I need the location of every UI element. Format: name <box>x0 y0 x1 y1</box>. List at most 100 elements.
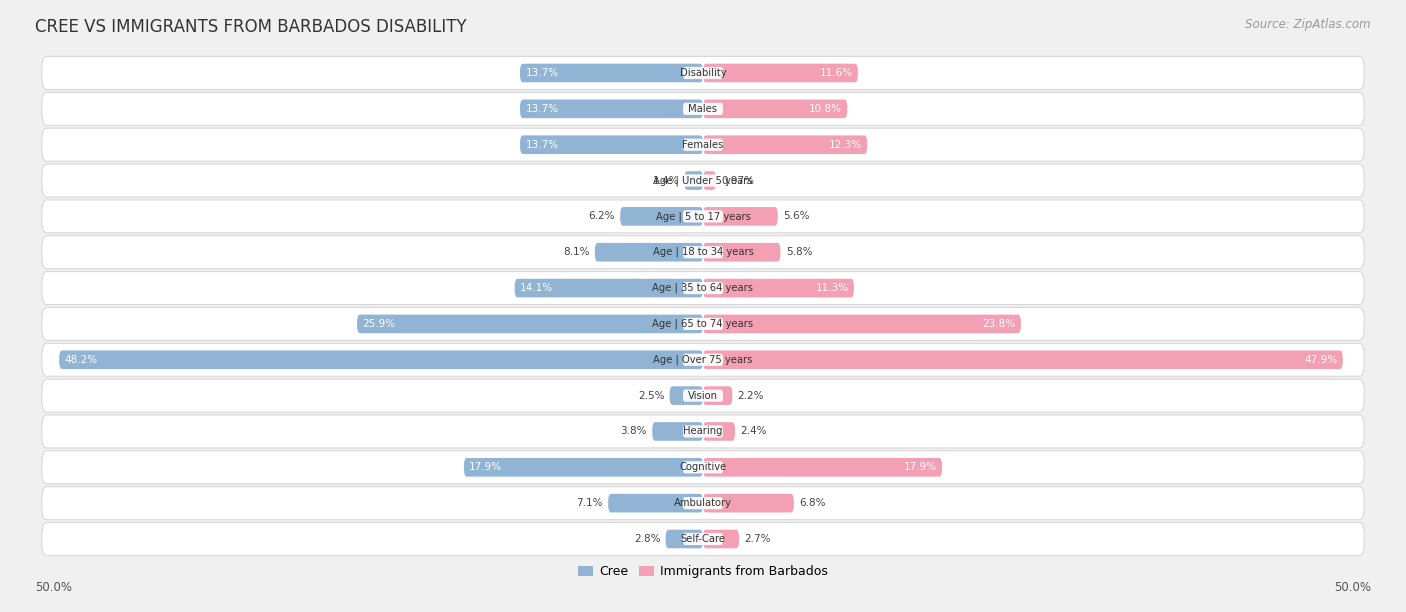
FancyBboxPatch shape <box>703 386 733 405</box>
FancyBboxPatch shape <box>703 458 942 477</box>
Text: 3.8%: 3.8% <box>620 427 647 436</box>
Text: 5.6%: 5.6% <box>783 211 810 222</box>
FancyBboxPatch shape <box>703 243 780 261</box>
Text: Age | 18 to 34 years: Age | 18 to 34 years <box>652 247 754 258</box>
FancyBboxPatch shape <box>683 497 723 509</box>
FancyBboxPatch shape <box>703 422 735 441</box>
FancyBboxPatch shape <box>703 351 1343 369</box>
Text: Self-Care: Self-Care <box>681 534 725 544</box>
Text: Disability: Disability <box>679 68 727 78</box>
Text: Age | Under 5 years: Age | Under 5 years <box>654 175 752 186</box>
FancyBboxPatch shape <box>683 246 723 258</box>
Legend: Cree, Immigrants from Barbados: Cree, Immigrants from Barbados <box>578 565 828 578</box>
Text: Ambulatory: Ambulatory <box>673 498 733 508</box>
FancyBboxPatch shape <box>665 529 703 548</box>
Text: Age | 65 to 74 years: Age | 65 to 74 years <box>652 319 754 329</box>
Text: 10.8%: 10.8% <box>808 104 842 114</box>
Text: 2.5%: 2.5% <box>638 390 664 401</box>
FancyBboxPatch shape <box>683 354 723 366</box>
FancyBboxPatch shape <box>42 56 1364 89</box>
FancyBboxPatch shape <box>520 64 703 83</box>
Text: 0.97%: 0.97% <box>721 176 754 185</box>
FancyBboxPatch shape <box>520 100 703 118</box>
Text: 2.2%: 2.2% <box>738 390 765 401</box>
FancyBboxPatch shape <box>357 315 703 334</box>
FancyBboxPatch shape <box>42 487 1364 520</box>
FancyBboxPatch shape <box>515 278 703 297</box>
FancyBboxPatch shape <box>685 171 703 190</box>
FancyBboxPatch shape <box>703 278 853 297</box>
FancyBboxPatch shape <box>42 343 1364 376</box>
FancyBboxPatch shape <box>595 243 703 261</box>
FancyBboxPatch shape <box>42 379 1364 412</box>
Text: Hearing: Hearing <box>683 427 723 436</box>
FancyBboxPatch shape <box>42 272 1364 305</box>
Text: 8.1%: 8.1% <box>562 247 589 257</box>
FancyBboxPatch shape <box>42 415 1364 448</box>
Text: 5.8%: 5.8% <box>786 247 813 257</box>
Text: CREE VS IMMIGRANTS FROM BARBADOS DISABILITY: CREE VS IMMIGRANTS FROM BARBADOS DISABIL… <box>35 18 467 36</box>
Text: 14.1%: 14.1% <box>520 283 553 293</box>
Text: 13.7%: 13.7% <box>526 68 558 78</box>
FancyBboxPatch shape <box>703 529 740 548</box>
FancyBboxPatch shape <box>42 523 1364 556</box>
Text: Source: ZipAtlas.com: Source: ZipAtlas.com <box>1246 18 1371 31</box>
FancyBboxPatch shape <box>683 282 723 294</box>
FancyBboxPatch shape <box>42 200 1364 233</box>
FancyBboxPatch shape <box>683 174 723 187</box>
Text: 11.3%: 11.3% <box>815 283 849 293</box>
Text: 17.9%: 17.9% <box>904 462 936 472</box>
Text: 50.0%: 50.0% <box>35 581 72 594</box>
FancyBboxPatch shape <box>683 138 723 151</box>
FancyBboxPatch shape <box>42 236 1364 269</box>
Text: 25.9%: 25.9% <box>363 319 395 329</box>
FancyBboxPatch shape <box>464 458 703 477</box>
Text: 2.8%: 2.8% <box>634 534 661 544</box>
FancyBboxPatch shape <box>652 422 703 441</box>
FancyBboxPatch shape <box>609 494 703 512</box>
Text: 12.3%: 12.3% <box>828 140 862 150</box>
FancyBboxPatch shape <box>683 67 723 79</box>
FancyBboxPatch shape <box>703 494 794 512</box>
Text: 13.7%: 13.7% <box>526 140 558 150</box>
Text: Age | 35 to 64 years: Age | 35 to 64 years <box>652 283 754 293</box>
Text: 17.9%: 17.9% <box>470 462 502 472</box>
FancyBboxPatch shape <box>703 135 868 154</box>
FancyBboxPatch shape <box>59 351 703 369</box>
FancyBboxPatch shape <box>42 451 1364 484</box>
Text: Males: Males <box>689 104 717 114</box>
Text: 2.4%: 2.4% <box>741 427 766 436</box>
Text: Cognitive: Cognitive <box>679 462 727 472</box>
FancyBboxPatch shape <box>703 171 716 190</box>
FancyBboxPatch shape <box>703 315 1021 334</box>
FancyBboxPatch shape <box>669 386 703 405</box>
FancyBboxPatch shape <box>683 533 723 545</box>
Text: Age | Over 75 years: Age | Over 75 years <box>654 354 752 365</box>
Text: Vision: Vision <box>688 390 718 401</box>
Text: Age | 5 to 17 years: Age | 5 to 17 years <box>655 211 751 222</box>
Text: 6.2%: 6.2% <box>588 211 614 222</box>
FancyBboxPatch shape <box>42 92 1364 125</box>
Text: 2.7%: 2.7% <box>744 534 770 544</box>
Text: 1.4%: 1.4% <box>652 176 679 185</box>
Text: 50.0%: 50.0% <box>1334 581 1371 594</box>
FancyBboxPatch shape <box>42 164 1364 197</box>
Text: 13.7%: 13.7% <box>526 104 558 114</box>
Text: Females: Females <box>682 140 724 150</box>
Text: 48.2%: 48.2% <box>65 355 97 365</box>
FancyBboxPatch shape <box>620 207 703 226</box>
Text: 11.6%: 11.6% <box>820 68 852 78</box>
FancyBboxPatch shape <box>703 100 848 118</box>
FancyBboxPatch shape <box>683 389 723 401</box>
FancyBboxPatch shape <box>683 103 723 115</box>
FancyBboxPatch shape <box>683 211 723 223</box>
FancyBboxPatch shape <box>42 307 1364 340</box>
FancyBboxPatch shape <box>520 135 703 154</box>
FancyBboxPatch shape <box>703 64 858 83</box>
Text: 47.9%: 47.9% <box>1305 355 1337 365</box>
Text: 23.8%: 23.8% <box>983 319 1015 329</box>
FancyBboxPatch shape <box>703 207 778 226</box>
FancyBboxPatch shape <box>42 128 1364 161</box>
FancyBboxPatch shape <box>683 318 723 330</box>
Text: 7.1%: 7.1% <box>576 498 603 508</box>
